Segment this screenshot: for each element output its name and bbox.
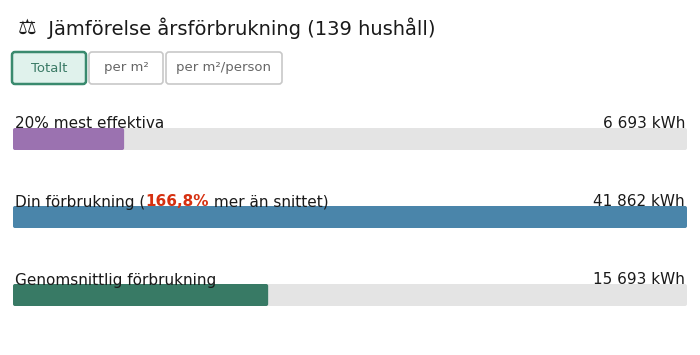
FancyBboxPatch shape xyxy=(13,206,687,228)
FancyBboxPatch shape xyxy=(13,284,268,306)
Text: ⚖: ⚖ xyxy=(18,18,36,38)
Text: 20% mest effektiva: 20% mest effektiva xyxy=(15,116,164,131)
FancyBboxPatch shape xyxy=(89,52,163,84)
Text: Totalt: Totalt xyxy=(31,61,67,75)
Text: 166,8%: 166,8% xyxy=(146,195,209,209)
Text: per m²: per m² xyxy=(104,61,148,75)
FancyBboxPatch shape xyxy=(12,52,86,84)
Text: 6 693 kWh: 6 693 kWh xyxy=(603,116,685,131)
FancyBboxPatch shape xyxy=(13,206,687,228)
Text: Din förbrukning (: Din förbrukning ( xyxy=(15,195,146,209)
Text: 41 862 kWh: 41 862 kWh xyxy=(594,195,685,209)
Text: per m²/person: per m²/person xyxy=(176,61,272,75)
FancyBboxPatch shape xyxy=(166,52,282,84)
FancyBboxPatch shape xyxy=(13,128,687,150)
Text: Jämförelse årsförbrukning (139 hushåll): Jämförelse årsförbrukning (139 hushåll) xyxy=(42,17,435,39)
FancyBboxPatch shape xyxy=(13,284,687,306)
Text: mer än snittet): mer än snittet) xyxy=(209,195,328,209)
Text: 15 693 kWh: 15 693 kWh xyxy=(593,273,685,288)
FancyBboxPatch shape xyxy=(13,128,124,150)
Text: Genomsnittlig förbrukning: Genomsnittlig förbrukning xyxy=(15,273,216,288)
